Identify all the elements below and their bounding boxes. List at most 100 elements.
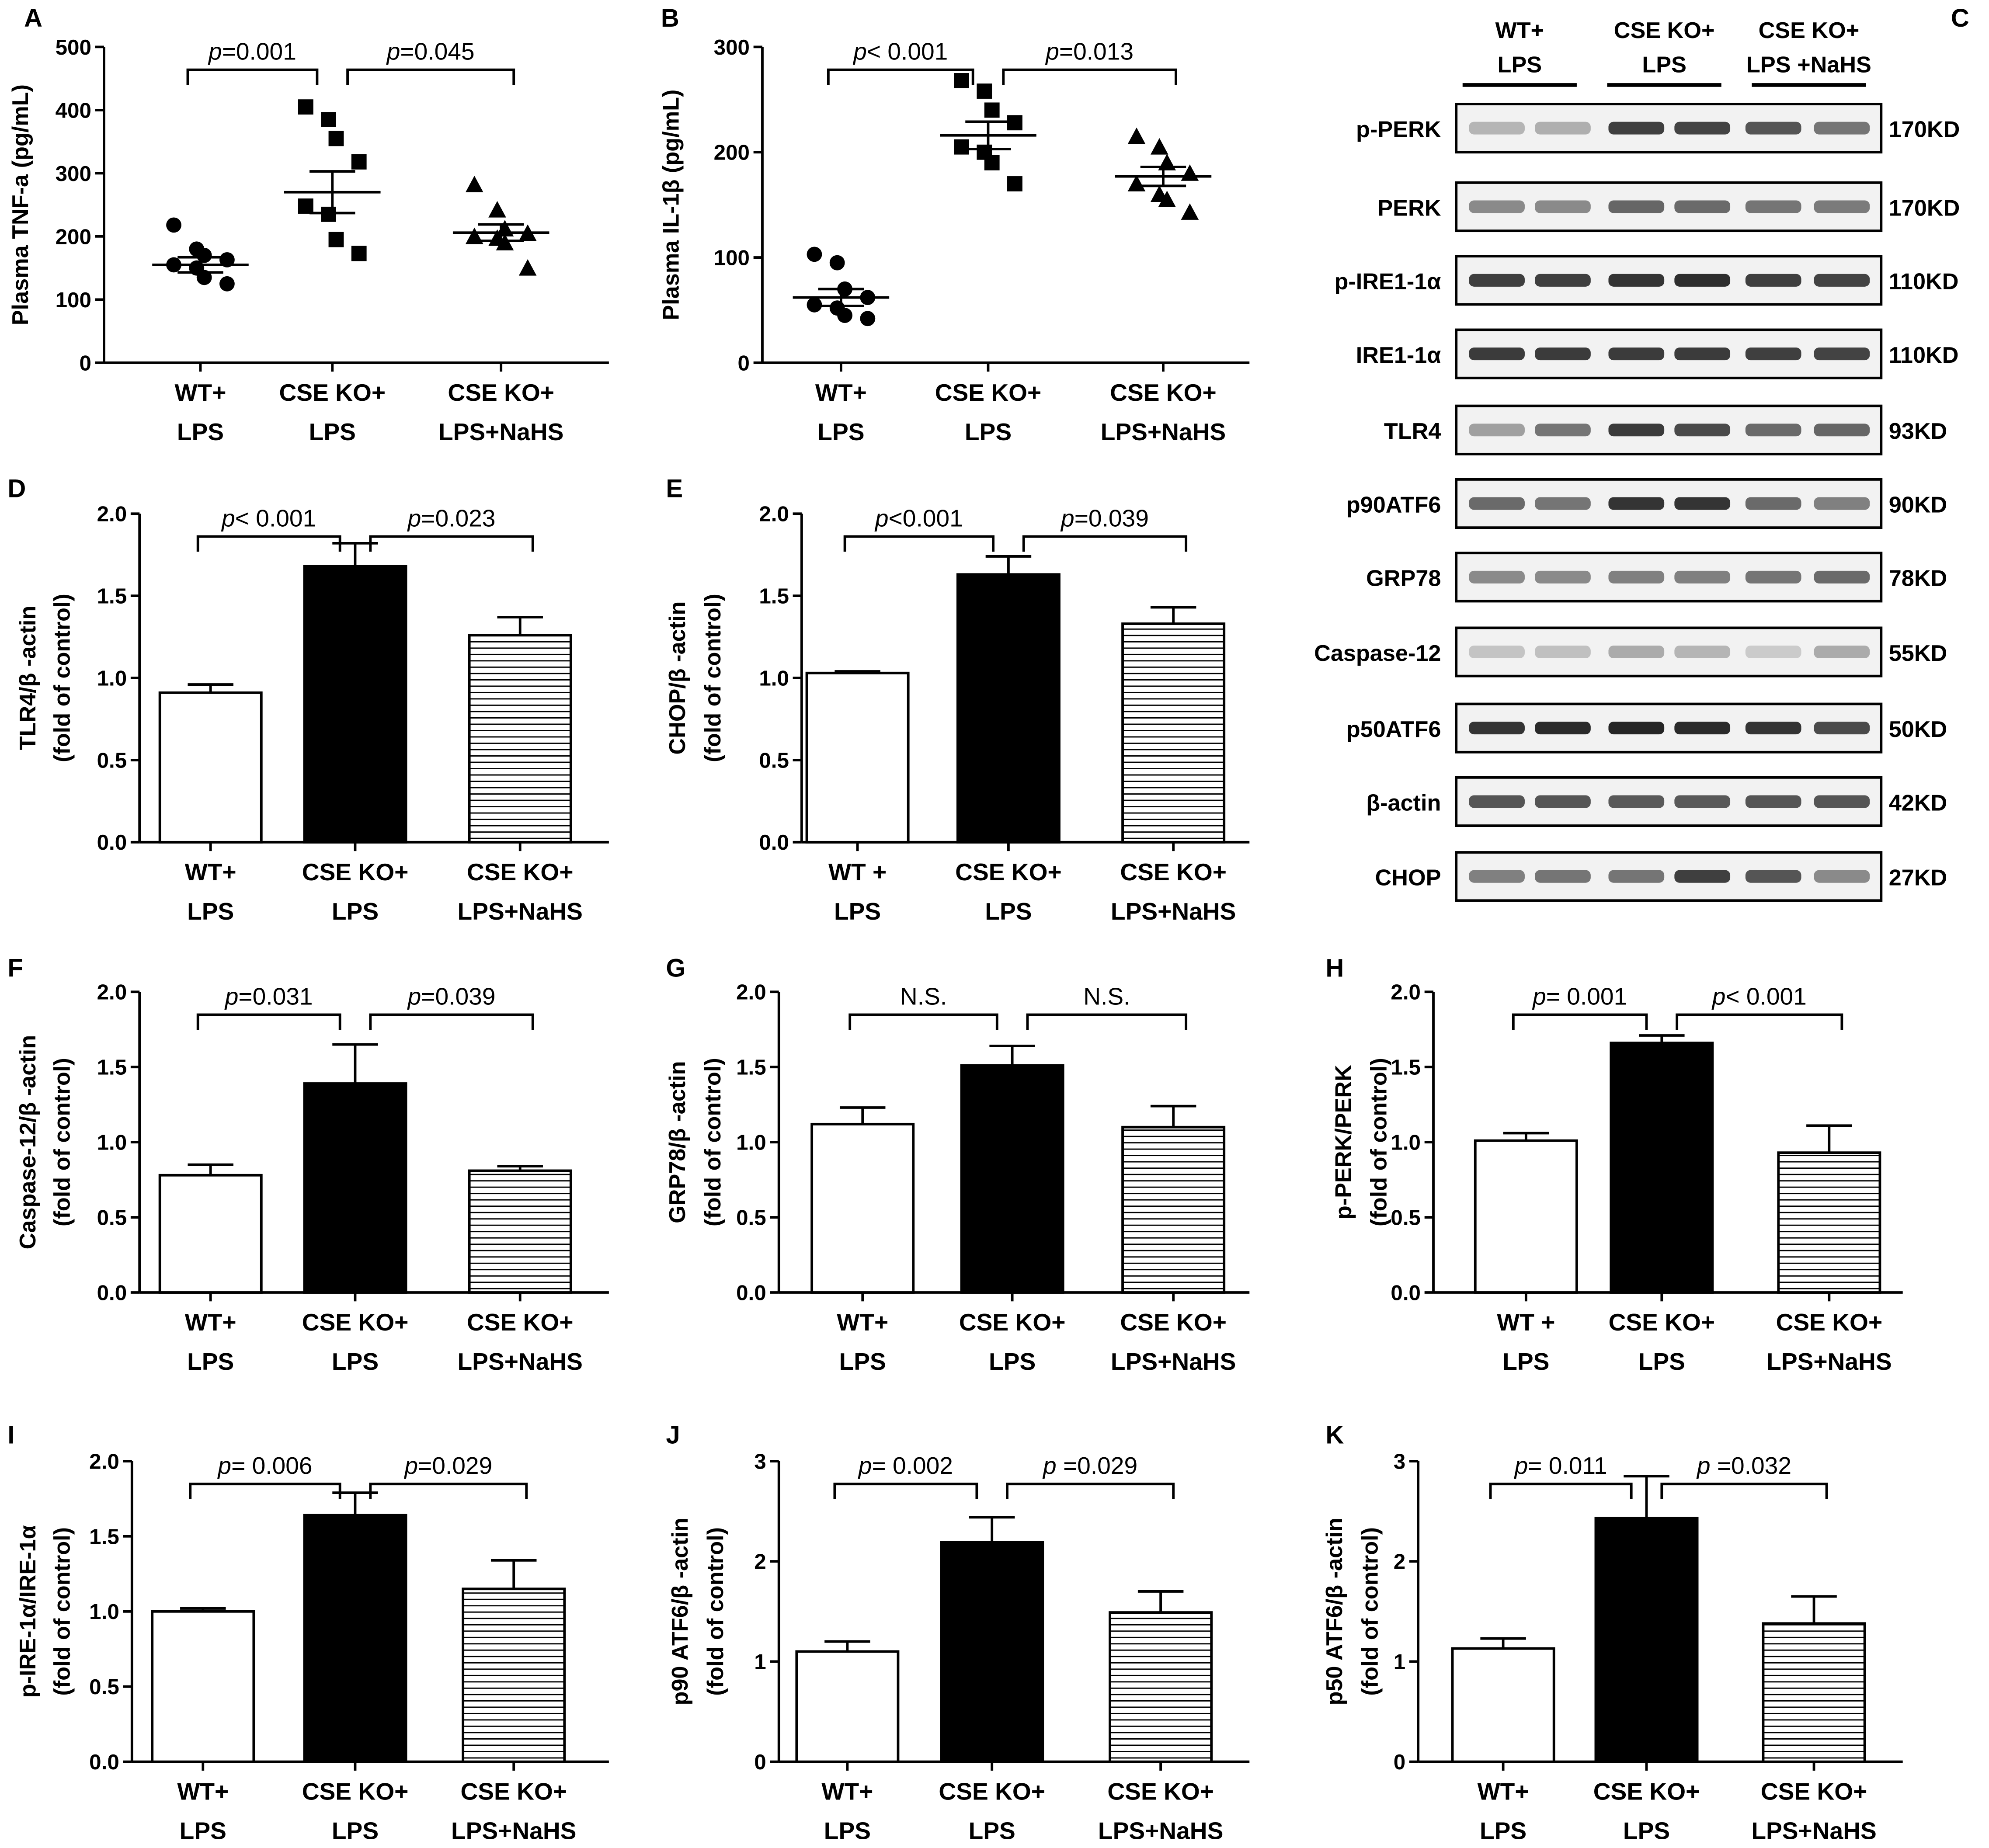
x-group-label: LPS <box>187 1348 234 1375</box>
y-tick-label: 0.0 <box>97 830 127 855</box>
blot-strip <box>1455 328 1883 379</box>
significance-bracket <box>1026 1013 1188 1030</box>
x-group-label: CSE KO+ <box>460 1778 567 1805</box>
blot-band <box>1469 347 1525 361</box>
significance-bracket <box>196 535 341 552</box>
y-tick-label: 0.5 <box>1391 1205 1421 1230</box>
x-group-label: CSE KO+ <box>939 1778 1045 1805</box>
blot-band <box>1469 722 1525 735</box>
data-point <box>196 247 212 263</box>
p-value-label-value: =0.013 <box>1059 38 1134 65</box>
p-value-label: p=0.039 <box>1060 504 1149 531</box>
blot-row: β-actin 42KD <box>1366 776 1947 827</box>
significance-bracket <box>1512 1013 1648 1030</box>
x-group-label: LPS <box>834 898 881 925</box>
blot-band <box>1608 570 1665 584</box>
blot-band <box>1469 646 1525 659</box>
x-group-label: WT+ <box>185 858 236 886</box>
significance-bracket <box>1002 68 1177 85</box>
y-tick-label: 200 <box>714 141 750 165</box>
blot-strip <box>1455 255 1883 306</box>
p-value-label-p: p <box>1696 1452 1711 1479</box>
blot-band <box>1535 424 1591 437</box>
y-tick-label: 2.0 <box>89 1449 119 1473</box>
blot-band <box>1814 870 1870 883</box>
blot-strip <box>1455 181 1883 233</box>
blot-band <box>1745 347 1801 361</box>
x-group-label: WT+ <box>1478 1778 1529 1805</box>
blot-band <box>1674 646 1731 659</box>
blot-band <box>1535 122 1591 135</box>
x-group-label: CSE KO+ <box>935 379 1042 406</box>
bar <box>303 1082 407 1294</box>
data-point <box>1150 138 1168 155</box>
x-group-label: WT+ <box>185 1309 236 1336</box>
blot-band <box>1608 795 1665 808</box>
y-axis-label: p90 ATF6/β -actin <box>668 1518 693 1705</box>
x-group-label: LPS <box>1638 1348 1685 1375</box>
blot-kd-label: 170KD <box>1889 195 1960 221</box>
p-value-label-value: =0.032 <box>1711 1452 1791 1479</box>
panel-E: 0.0 0.5 1.0 1.5 2.0 WT + LPS CSE KO+ LPS CSE KO+ L… <box>665 475 1250 925</box>
blot-band <box>1745 424 1801 437</box>
y-tick-label: 400 <box>56 98 91 122</box>
panel-F: 0.0 0.5 1.0 1.5 2.0 WT+ LPS CSE KO+ LPS CSE KO+ LP… <box>7 954 609 1375</box>
data-point <box>807 247 822 262</box>
blot-row: p-PERK 170KD <box>1356 103 1960 154</box>
blot-protein-label: TLR4 <box>1384 419 1441 444</box>
blot-strip <box>1455 478 1883 529</box>
panel-letter-K: K <box>1325 1421 1344 1449</box>
p-value-label-value: =0.029 <box>1057 1452 1137 1479</box>
data-point <box>977 83 992 99</box>
y-tick-label: 3 <box>1394 1449 1405 1473</box>
y-tick-label: 1 <box>1394 1650 1405 1674</box>
panel-letter-E: E <box>666 475 683 503</box>
blot-kd-label: 110KD <box>1889 269 1959 295</box>
data-point <box>328 232 344 247</box>
y-tick-label: 1.0 <box>1391 1131 1421 1155</box>
significance-bracket <box>1660 1483 1828 1499</box>
blot-band <box>1608 424 1665 437</box>
significance-bracket <box>1006 1483 1175 1499</box>
p-value-label-p: p <box>1045 38 1059 65</box>
y-axis-label: Plasma TNF-a (pg/mL) <box>8 84 33 325</box>
blot-protein-label: β-actin <box>1366 790 1441 816</box>
p-value-label: p=0.045 <box>386 38 475 65</box>
y-tick-label: 2.0 <box>736 980 766 1004</box>
y-tick-label: 0.5 <box>759 748 789 772</box>
x-group-label: CSE KO+ <box>302 1309 409 1336</box>
blot-band <box>1469 424 1525 437</box>
x-group-label: CSE KO+ <box>467 1309 574 1336</box>
blot-row: TLR4 93KD <box>1384 404 1947 455</box>
blot-band <box>1745 646 1801 659</box>
x-group-label: LPS <box>187 898 234 925</box>
y-axis-label: p-PERK/PERK <box>1331 1065 1356 1219</box>
y-tick-label: 0 <box>754 1750 766 1774</box>
x-group-label: LPS <box>309 418 356 445</box>
y-tick-label: 0 <box>1394 1750 1405 1774</box>
data-point <box>351 246 367 261</box>
bar <box>468 1169 572 1294</box>
blot-band <box>1535 795 1591 808</box>
p-value-label-p: p <box>1532 983 1546 1010</box>
blot-band <box>1745 795 1801 808</box>
p-value-label: p= 0.011 <box>1514 1452 1607 1479</box>
x-group-label: CSE KO+ <box>302 1778 409 1805</box>
significance-bracket <box>189 1483 341 1499</box>
y-tick-label: 0.5 <box>97 748 127 772</box>
data-point <box>465 176 483 192</box>
blot-band <box>1674 274 1731 287</box>
x-group-label: CSE KO+ <box>955 858 1062 886</box>
blot-protein-label: p-IRE1-1α <box>1335 269 1441 295</box>
panel-letter-C: C <box>1951 4 1969 32</box>
y-tick-label: 2.0 <box>97 980 127 1004</box>
significance-bracket <box>369 1483 528 1499</box>
y-axis-label: (fold of control) <box>50 594 75 762</box>
x-group-label: WT+ <box>815 379 867 406</box>
y-axis-label: p-IRE-1α/IRE-1α <box>15 1525 41 1698</box>
data-point <box>954 139 969 155</box>
panel-G: 0.0 0.5 1.0 1.5 2.0 WT+ LPS CSE KO+ LPS CSE KO+ LP… <box>665 954 1250 1375</box>
x-group-label: LPS <box>817 418 864 445</box>
blot-kd-label: 90KD <box>1889 492 1947 518</box>
y-tick-label: 300 <box>56 162 91 186</box>
